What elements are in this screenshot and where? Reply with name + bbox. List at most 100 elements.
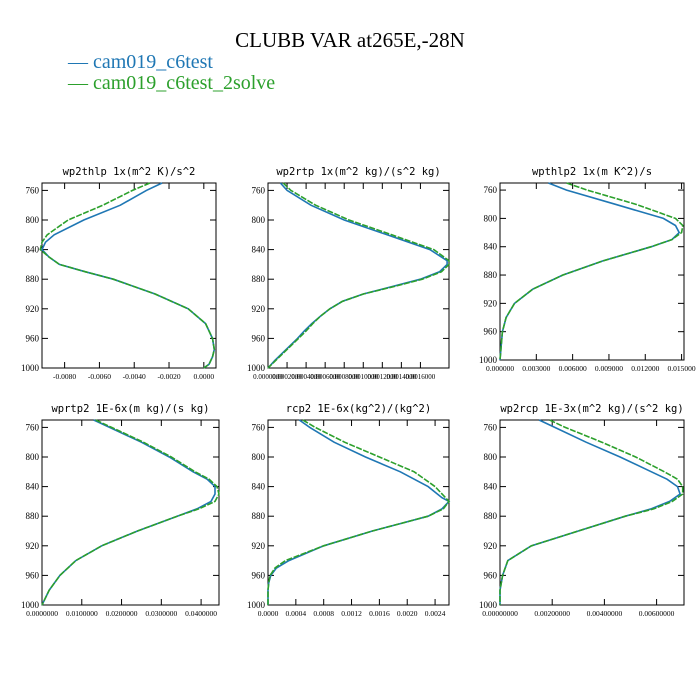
- legend-entry-series-1: — cam019_c6test: [68, 51, 213, 73]
- series-line-c6test: [267, 182, 448, 369]
- y-tick-label: 1000: [247, 363, 266, 373]
- x-tick-label: 0.00200000: [534, 609, 570, 618]
- x-tick-label: 0.015000: [668, 364, 696, 373]
- x-tick-label: 0.0012000: [367, 373, 397, 381]
- panel-title: wp2rcp 1E-3x(m^2 kg)/(s^2 kg): [500, 403, 683, 415]
- y-tick-label: 920: [26, 304, 40, 314]
- y-tick-label: 960: [252, 333, 266, 343]
- x-tick-label: 0.012000: [631, 364, 659, 373]
- series-line-c6test: [41, 419, 216, 606]
- y-tick-label: 1000: [21, 363, 40, 373]
- y-tick-label: 920: [26, 541, 40, 551]
- y-tick-label: 880: [484, 511, 498, 521]
- y-tick-label: 760: [26, 185, 40, 195]
- x-tick-label: 0.0000: [258, 609, 279, 618]
- y-tick-label: 960: [26, 570, 40, 580]
- series-line-c6test: [499, 182, 681, 361]
- y-tick-label: 880: [484, 270, 498, 280]
- y-tick-label: 880: [26, 511, 40, 521]
- x-tick-label: -0.0040: [123, 372, 146, 381]
- panel-frame: [499, 182, 685, 361]
- panel-6: wp2rcp 1E-3x(m^2 kg)/(s^2 kg)760 800 840 88…: [479, 403, 685, 618]
- series-line-c6test: [41, 182, 216, 369]
- x-tick-label: 0.0000000: [253, 373, 283, 381]
- x-tick-label: -0.0080: [53, 372, 76, 381]
- x-tick-label: 0.0002000: [272, 373, 302, 381]
- y-tick-label: 760: [252, 422, 266, 432]
- x-tick-label: 0.00600000: [639, 609, 675, 618]
- x-tick-label: 0.0004: [286, 609, 307, 618]
- x-tick-label: 0.0200000: [106, 609, 138, 618]
- panel-frame: [499, 419, 685, 606]
- panel-4: wprtp2 1E-6x(m kg)/(s kg) 760 800 840 880 920…: [21, 403, 220, 618]
- x-tick-label: 0.0006000: [310, 373, 340, 381]
- y-tick-label: 880: [26, 274, 40, 284]
- panel-title: wp2thlp 1x(m^2 K)/s^2: [63, 166, 196, 178]
- series-line-c6test-2solve: [39, 182, 216, 369]
- series-line-c6test-2solve: [41, 419, 220, 606]
- x-tick-label: 0.0300000: [145, 609, 177, 618]
- y-tick-label: 800: [484, 452, 498, 462]
- panel-2: wp2rtp 1x(m^2 kg)/(s^2 kg) 760 800 840 880 92…: [247, 166, 450, 381]
- x-tick-label: 0.0024: [425, 609, 446, 618]
- y-tick-label: 920: [252, 304, 266, 314]
- x-tick-label: -0.0020: [157, 372, 180, 381]
- y-tick-label: 800: [252, 452, 266, 462]
- y-tick-label: 800: [26, 452, 40, 462]
- x-tick-label: 0.0012: [341, 609, 362, 618]
- panel-title: wp2rtp 1x(m^2 kg)/(s^2 kg): [276, 166, 440, 178]
- y-tick-label: 920: [252, 541, 266, 551]
- series-line-c6test-2solve: [267, 419, 451, 605]
- panel-title: rcp2 1E-6x(kg^2)/(kg^2): [286, 403, 431, 415]
- series-line-c6test-2solve: [267, 182, 450, 369]
- y-tick-label: 840: [252, 482, 266, 492]
- chart-main-title: CLUBB VAR at265E,-28N: [235, 28, 465, 52]
- panel-frame: [41, 182, 217, 369]
- y-tick-label: 760: [252, 185, 266, 195]
- x-tick-label: 0.0014000: [386, 373, 416, 381]
- x-tick-label: 0.0010000: [348, 373, 378, 381]
- x-tick-label: 0.006000: [559, 364, 587, 373]
- y-tick-label: 1000: [247, 600, 266, 610]
- y-tick-label: 800: [484, 213, 498, 223]
- panel-frame: [41, 419, 220, 606]
- x-tick-label: 0.0020: [397, 609, 418, 618]
- y-tick-label: 840: [26, 245, 40, 255]
- x-tick-label: -0.0060: [88, 372, 111, 381]
- legend-entry-series-2: — cam019_c6test_2solve: [68, 72, 276, 94]
- x-tick-label: 0.003000: [522, 364, 550, 373]
- panel-5: rcp2 1E-6x(kg^2)/(kg^2) 760 800 840 880 920 96…: [247, 403, 451, 618]
- y-tick-label: 840: [484, 242, 498, 252]
- y-tick-label: 960: [252, 570, 266, 580]
- y-tick-label: 760: [26, 422, 40, 432]
- x-tick-label: 0.0008: [313, 609, 334, 618]
- series-line-c6test-2solve: [499, 419, 684, 605]
- x-tick-label: 0.00400000: [587, 609, 623, 618]
- x-tick-label: 0.0008000: [329, 373, 359, 381]
- x-tick-label: 0.00000000: [482, 609, 518, 618]
- x-tick-label: 0.009000: [595, 364, 623, 373]
- x-tick-label: 0.0004000: [291, 373, 321, 381]
- y-tick-label: 960: [484, 570, 498, 580]
- y-tick-label: 1000: [479, 600, 498, 610]
- y-tick-label: 920: [484, 298, 498, 308]
- y-tick-label: 800: [252, 215, 266, 225]
- y-tick-label: 800: [26, 215, 40, 225]
- y-tick-label: 760: [484, 185, 498, 195]
- series-line-c6test: [499, 419, 682, 605]
- y-tick-label: 920: [484, 541, 498, 551]
- x-tick-label: 0.0000000: [26, 609, 58, 618]
- panel-title: wprtp2 1E-6x(m kg)/(s kg): [51, 403, 209, 415]
- panel-1: wp2thlp 1x(m^2 K)/s^2 760 800 840 880 920 960 1…: [21, 166, 217, 381]
- y-tick-label: 960: [484, 327, 498, 337]
- y-tick-label: 880: [252, 274, 266, 284]
- panel-3: wpthlp2 1x(m K^2)/s 760 800 840 880 920 960 100…: [479, 166, 696, 373]
- x-tick-label: 0.0016000: [406, 373, 436, 381]
- y-tick-label: 840: [484, 482, 498, 492]
- x-tick-label: 0.0100000: [66, 609, 98, 618]
- y-tick-label: 960: [26, 333, 40, 343]
- y-tick-label: 1000: [21, 600, 40, 610]
- panel-title: wpthlp2 1x(m K^2)/s: [532, 166, 652, 178]
- x-tick-label: 0.0000: [194, 372, 215, 381]
